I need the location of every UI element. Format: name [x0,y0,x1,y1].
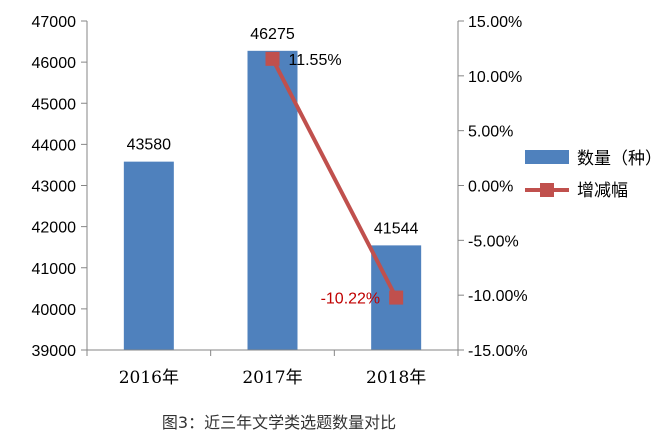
category-labels: 2016年 2017年 2018年 [86,350,459,388]
line-series [265,51,404,305]
left-tick-label: 47000 [32,14,77,31]
right-tick-label: 5.00% [468,124,513,141]
left-tick-label: 44000 [32,137,77,154]
line-value-label: -10.22% [321,291,381,308]
left-tick-label: 40000 [32,302,77,319]
right-tick-label: 15.00% [468,14,522,31]
category-label: 2016年 [119,368,179,388]
axes [86,21,459,351]
legend: 数量（种） 增减幅 [525,149,662,201]
left-tick-label: 42000 [32,220,77,237]
left-tick-label: 45000 [32,96,77,113]
right-tick-label: -15.00% [468,343,528,360]
legend-label-bar: 数量（种） [577,149,662,169]
legend-swatch-bar [525,150,569,164]
right-tick-label: 0.00% [468,179,513,196]
line-point-marker [265,51,280,66]
right-tick-label: -5.00% [468,233,519,250]
line-value-label: 11.55% [289,52,342,69]
data-labels: 43580 46275 41544 11.55% -10.22% [127,26,419,308]
left-axis-ticks: 39000 40000 41000 42000 43000 44000 45000 46000… [32,14,87,360]
bar-value-label: 41544 [374,220,419,237]
category-label: 2017年 [242,368,302,388]
right-tick-label: 10.00% [468,69,522,86]
right-tick-label: -10.00% [468,288,528,305]
bar [247,50,298,351]
legend-label-line: 增减幅 [577,181,628,201]
bar-value-label: 46275 [250,26,295,43]
left-tick-label: 43000 [32,179,77,196]
figure-caption: 图3：近三年文学类选题数量对比 [162,413,396,432]
category-label: 2018年 [366,368,426,388]
line-point-marker [389,290,404,305]
bar [123,161,174,350]
left-tick-label: 39000 [32,343,77,360]
legend-marker-line [540,183,554,197]
bar-series [123,50,422,351]
left-tick-label: 46000 [32,55,77,72]
right-axis-ticks: -15.00% -10.00% -5.00% 0.00% 5.00% 10.00% 15.0… [458,14,528,360]
left-tick-label: 41000 [32,261,77,278]
change-line [270,57,398,299]
bar-value-label: 43580 [127,137,172,154]
